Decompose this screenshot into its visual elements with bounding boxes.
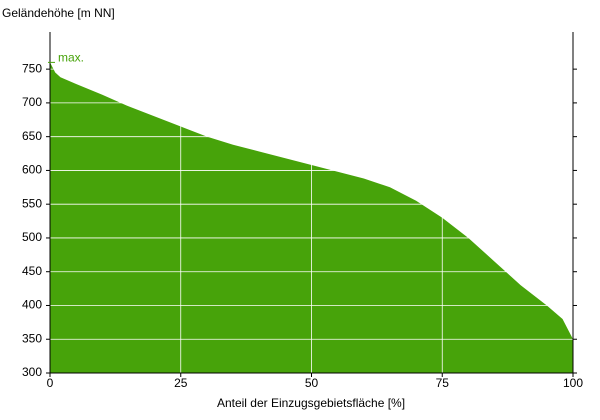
- y-axis-label: Geländehöhe [m NN]: [2, 6, 115, 20]
- x-axis-label: Anteil der Einzugsgebietsfläche [%]: [217, 396, 405, 410]
- y-tick-label: 400: [22, 298, 42, 312]
- y-tick-label: 650: [22, 129, 42, 143]
- annotation: max.: [58, 51, 84, 65]
- x-tick-label: 25: [174, 376, 188, 390]
- y-tick-label: 500: [22, 230, 42, 244]
- x-tick-label: 50: [305, 376, 319, 390]
- x-tick-label: 75: [436, 376, 450, 390]
- y-tick-label: 750: [22, 61, 42, 75]
- x-tick-label: 0: [47, 376, 54, 390]
- y-tick-label: 700: [22, 95, 42, 109]
- y-tick-label: 450: [22, 264, 42, 278]
- y-tick-label: 350: [22, 331, 42, 345]
- x-tick-label: 100: [563, 376, 583, 390]
- y-tick-label: 300: [22, 365, 42, 379]
- y-tick-label: 550: [22, 196, 42, 210]
- y-tick-label: 600: [22, 163, 42, 177]
